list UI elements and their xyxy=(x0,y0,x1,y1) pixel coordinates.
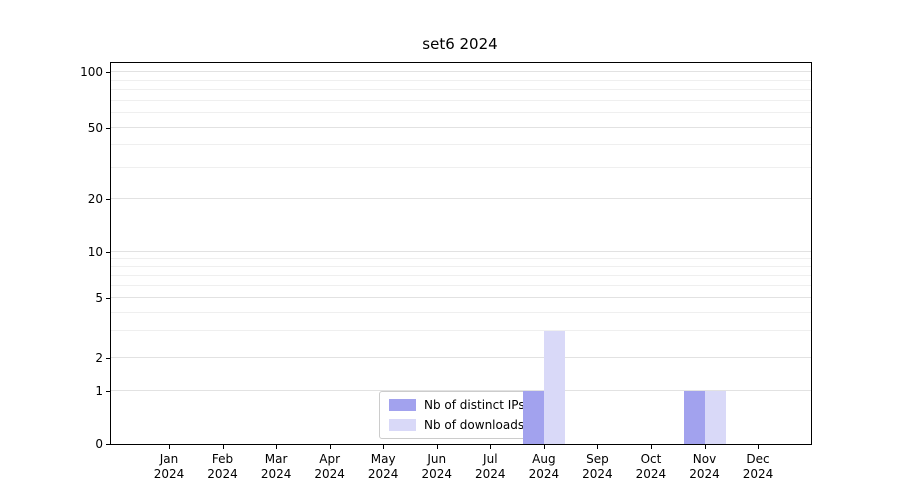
bar-distinct-ips xyxy=(683,391,705,444)
gridline-minor xyxy=(111,144,811,146)
x-tick-label: Nov 2024 xyxy=(689,452,720,481)
gridline-minor xyxy=(111,99,811,101)
bar-downloads xyxy=(543,331,565,444)
y-tick-label: 20 xyxy=(87,192,103,207)
gridline-major xyxy=(111,390,811,392)
y-tick-mark xyxy=(106,251,110,253)
bar-distinct-ips xyxy=(522,391,544,444)
x-tick-mark xyxy=(383,445,385,449)
y-tick-mark xyxy=(106,199,110,201)
legend-swatch-downloads xyxy=(389,419,416,431)
gridline-major xyxy=(111,71,811,73)
y-tick-mark xyxy=(106,298,110,300)
bar-downloads xyxy=(704,391,726,444)
x-tick-mark xyxy=(436,445,438,449)
gridline-minor xyxy=(111,265,811,267)
gridline-minor xyxy=(111,284,811,286)
x-tick-mark xyxy=(543,445,545,449)
gridline-minor xyxy=(111,166,811,168)
x-tick-label: Mar 2024 xyxy=(260,452,292,481)
gridline-minor xyxy=(111,257,811,259)
x-tick-mark xyxy=(169,445,170,449)
x-tick-mark xyxy=(704,445,706,449)
legend-label-downloads: Nb of downloads xyxy=(424,418,525,432)
x-tick-mark xyxy=(758,445,760,449)
x-tick-mark xyxy=(276,445,278,449)
x-tick-label: May 2024 xyxy=(367,452,399,481)
y-tick-label: 10 xyxy=(87,244,103,259)
legend-label-distinct-ips: Nb of distinct IPs xyxy=(424,398,525,412)
x-tick-mark xyxy=(490,445,492,449)
x-tick-label: Jan 2024 xyxy=(153,452,185,481)
x-tick-label: Oct 2024 xyxy=(635,452,667,481)
gridline-minor xyxy=(111,330,811,332)
y-tick-label: 5 xyxy=(95,291,103,306)
y-tick-label: 0 xyxy=(95,437,103,451)
legend-item-downloads: Nb of downloads xyxy=(389,418,530,432)
y-tick-label: 2 xyxy=(95,350,103,365)
gridline-minor xyxy=(111,311,811,313)
gridline-major xyxy=(111,356,811,358)
y-tick-mark xyxy=(106,72,110,74)
gridline-minor xyxy=(111,79,811,81)
gridline-minor xyxy=(111,89,811,91)
x-tick-label: Apr 2024 xyxy=(314,452,345,481)
chart-title: set6 2024 xyxy=(422,35,498,53)
gridline-major xyxy=(111,297,811,299)
gridline-minor xyxy=(111,112,811,114)
x-tick-label: Dec 2024 xyxy=(742,452,774,481)
gridline-major xyxy=(111,198,811,200)
x-tick-label: Aug 2024 xyxy=(528,452,560,481)
legend: Nb of distinct IPs Nb of downloads xyxy=(379,391,540,439)
y-tick-label: 100 xyxy=(80,65,103,80)
gridline-minor xyxy=(111,274,811,276)
gridline-major xyxy=(111,127,811,129)
y-tick-mark xyxy=(106,391,110,393)
legend-item-distinct-ips: Nb of distinct IPs xyxy=(389,398,530,412)
x-tick-label: Jul 2024 xyxy=(475,452,506,481)
y-tick-mark xyxy=(106,444,110,445)
x-tick-mark xyxy=(597,445,599,449)
y-tick-mark xyxy=(106,128,110,130)
x-tick-label: Feb 2024 xyxy=(207,452,238,481)
y-tick-label: 1 xyxy=(95,384,103,399)
x-tick-mark xyxy=(650,445,652,449)
y-tick-mark xyxy=(106,357,110,359)
legend-swatch-distinct-ips xyxy=(389,399,416,411)
gridline-major xyxy=(111,250,811,252)
x-tick-label: Jun 2024 xyxy=(421,452,453,481)
y-tick-label: 50 xyxy=(87,121,103,136)
x-tick-label: Sep 2024 xyxy=(582,452,613,481)
x-tick-mark xyxy=(222,445,224,449)
x-tick-mark xyxy=(329,445,331,449)
plot-area: 0 1 2 5 10 20 50 100 Jan 2024 Feb 2024 Mar 2024 Apr 202… xyxy=(80,62,812,481)
